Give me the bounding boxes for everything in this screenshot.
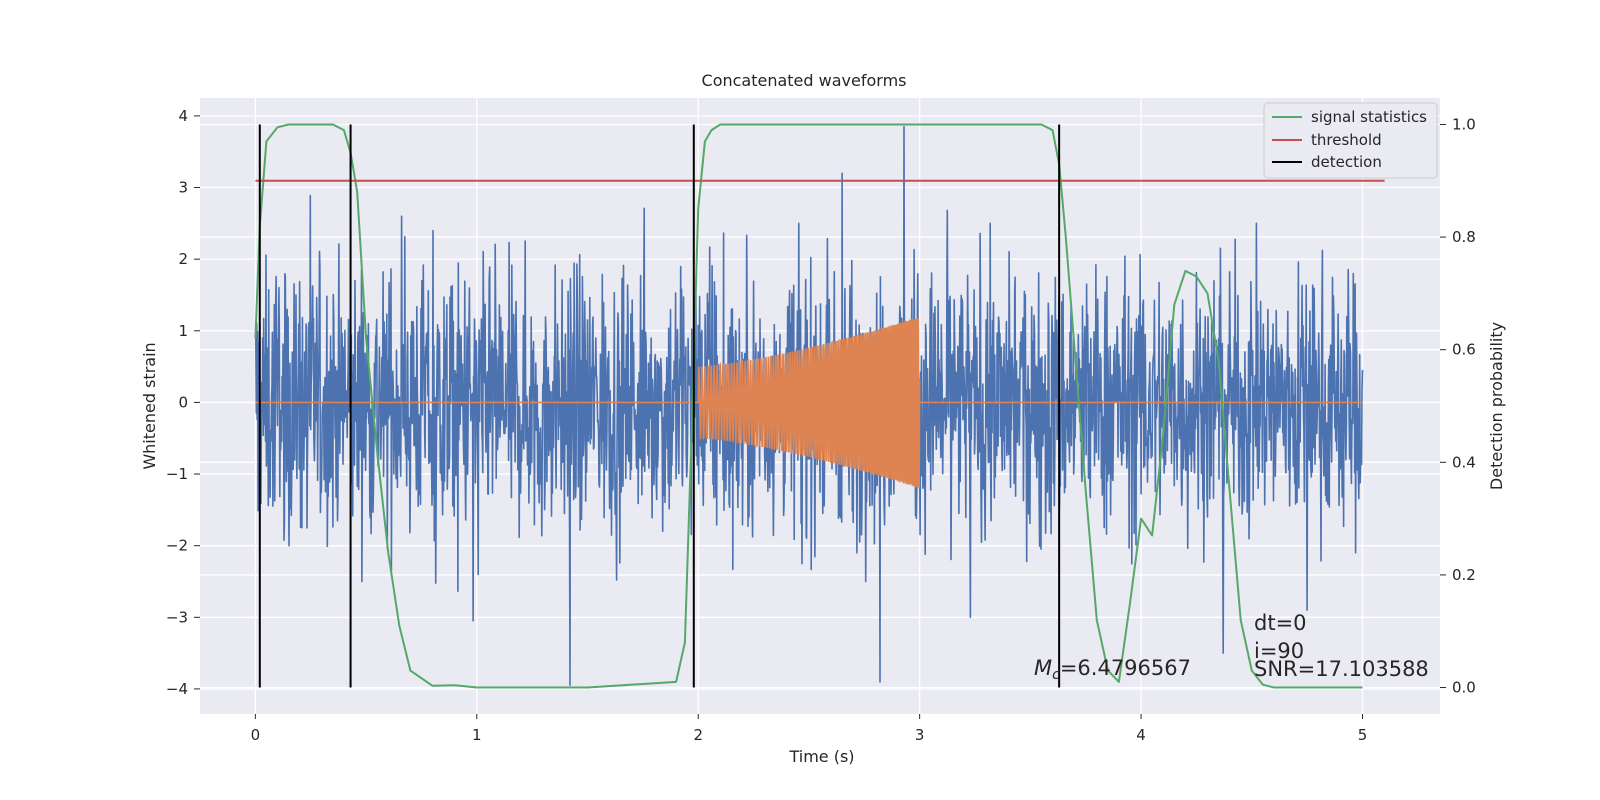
axes: 0 1 2 3 4 5 −4 −3 −2 −1 0 1 2 3 4 0.0 0.2 0.4 0.6 0.8 1.0 — [166, 107, 1476, 744]
annotation-iteration: i=90 — [1254, 639, 1304, 663]
y2-tick-label: 1.0 — [1452, 115, 1476, 133]
y-tick-label: −1 — [166, 465, 188, 483]
legend-box — [1263, 102, 1438, 179]
x-tick-label: 0 — [251, 726, 261, 744]
legend-label-threshold: threshold — [1311, 131, 1382, 149]
y-tick-label: −2 — [166, 537, 188, 555]
y2-tick-label: 0.6 — [1452, 341, 1476, 359]
series-signal-statistics-line — [254, 123, 1363, 689]
legend: signal statistics threshold detection — [1263, 102, 1438, 179]
annotation-chirp-mass: Mc=6.4796567 — [1034, 656, 1191, 683]
x-tick-label: 5 — [1358, 726, 1368, 744]
legend-label-signal-statistics: signal statistics — [1311, 108, 1427, 126]
y-tick-label: 2 — [178, 250, 188, 268]
y2-tick-label: 0.2 — [1452, 566, 1476, 584]
x-axis-label: Time (s) — [788, 747, 854, 766]
y-axis-label: Whitened strain — [140, 342, 159, 469]
legend-label-detection: detection — [1311, 153, 1382, 171]
y-tick-label: 4 — [178, 107, 188, 125]
annotation-dt: dt=0 — [1254, 611, 1307, 635]
chart-title: Concatenated waveforms — [702, 71, 907, 90]
y-tick-label: −3 — [166, 608, 188, 626]
y-tick-label: −4 — [166, 680, 188, 698]
annotation-chirp-mass-subscript: c — [1052, 667, 1060, 683]
y-tick-label: 0 — [178, 393, 188, 411]
annotation-chirp-mass-value: =6.4796567 — [1060, 656, 1191, 680]
y2-tick-label: 0.0 — [1452, 679, 1476, 697]
x-tick-label: 1 — [472, 726, 482, 744]
annotation-snr: SNR=17.103588 — [1254, 657, 1429, 681]
data-layer — [254, 123, 1385, 689]
x-tick-label: 2 — [693, 726, 703, 744]
y-tick-label: 3 — [178, 179, 188, 197]
annotation-chirp-mass-symbol: M — [1034, 656, 1052, 680]
x-tick-label: 3 — [915, 726, 925, 744]
y2-tick-label: 0.4 — [1452, 453, 1476, 471]
series-injected-waveform-line — [255, 317, 1363, 489]
x-tick-label: 4 — [1136, 726, 1146, 744]
y2-tick-label: 0.8 — [1452, 228, 1476, 246]
y-tick-label: 1 — [178, 322, 188, 340]
y2-axis-label: Detection probability — [1487, 322, 1506, 490]
